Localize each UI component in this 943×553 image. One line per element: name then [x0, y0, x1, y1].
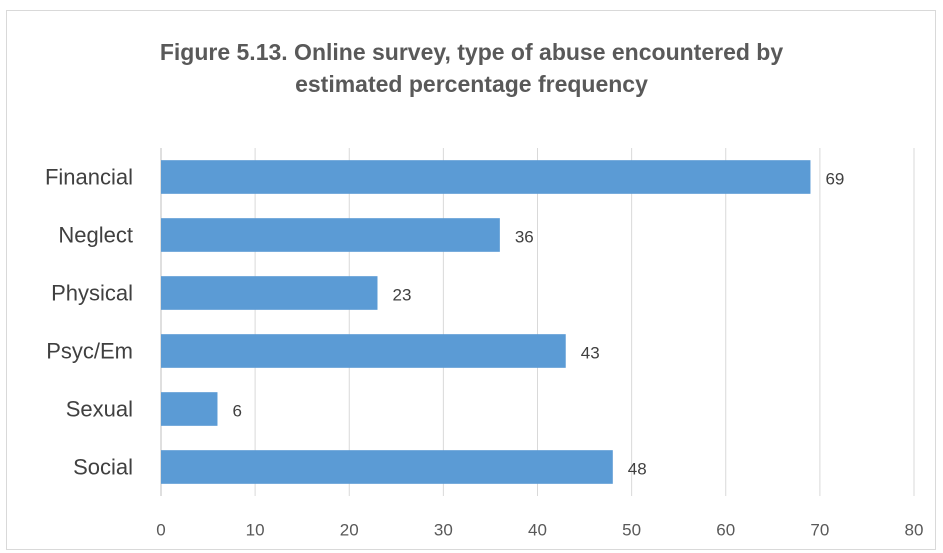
- chart-title: Figure 5.13. Online survey, type of abus…: [0, 36, 943, 100]
- x-tick-label: 30: [434, 521, 453, 540]
- chart-title-line-2: estimated percentage frequency: [295, 71, 648, 97]
- x-tick-label: 10: [246, 521, 265, 540]
- data-label: 23: [392, 286, 411, 305]
- data-label: 36: [515, 228, 534, 247]
- data-label: 43: [581, 344, 600, 363]
- x-tick-label: 20: [340, 521, 359, 540]
- bar-social: [161, 450, 613, 484]
- chart-title-line-1: Figure 5.13. Online survey, type of abus…: [159, 39, 784, 65]
- category-label: Sexual: [66, 397, 133, 422]
- bar-financial: [161, 160, 811, 194]
- data-label: 6: [232, 402, 241, 421]
- bar-neglect: [161, 218, 500, 252]
- category-label: Physical: [51, 281, 133, 306]
- bar-sexual: [161, 392, 218, 426]
- x-tick-label: 80: [905, 521, 924, 540]
- category-label: Psyc/Em: [46, 339, 133, 364]
- bar-physical: [161, 276, 378, 310]
- data-label: 69: [825, 170, 844, 189]
- x-tick-label: 40: [528, 521, 547, 540]
- data-label: 48: [628, 460, 647, 479]
- x-tick-label: 0: [156, 521, 165, 540]
- category-label: Financial: [45, 165, 133, 190]
- category-label: Social: [73, 455, 133, 480]
- category-label: Neglect: [58, 223, 133, 248]
- x-tick-label: 50: [622, 521, 641, 540]
- x-tick-label: 70: [810, 521, 829, 540]
- x-tick-label: 60: [716, 521, 735, 540]
- bar-psyc-em: [161, 334, 566, 368]
